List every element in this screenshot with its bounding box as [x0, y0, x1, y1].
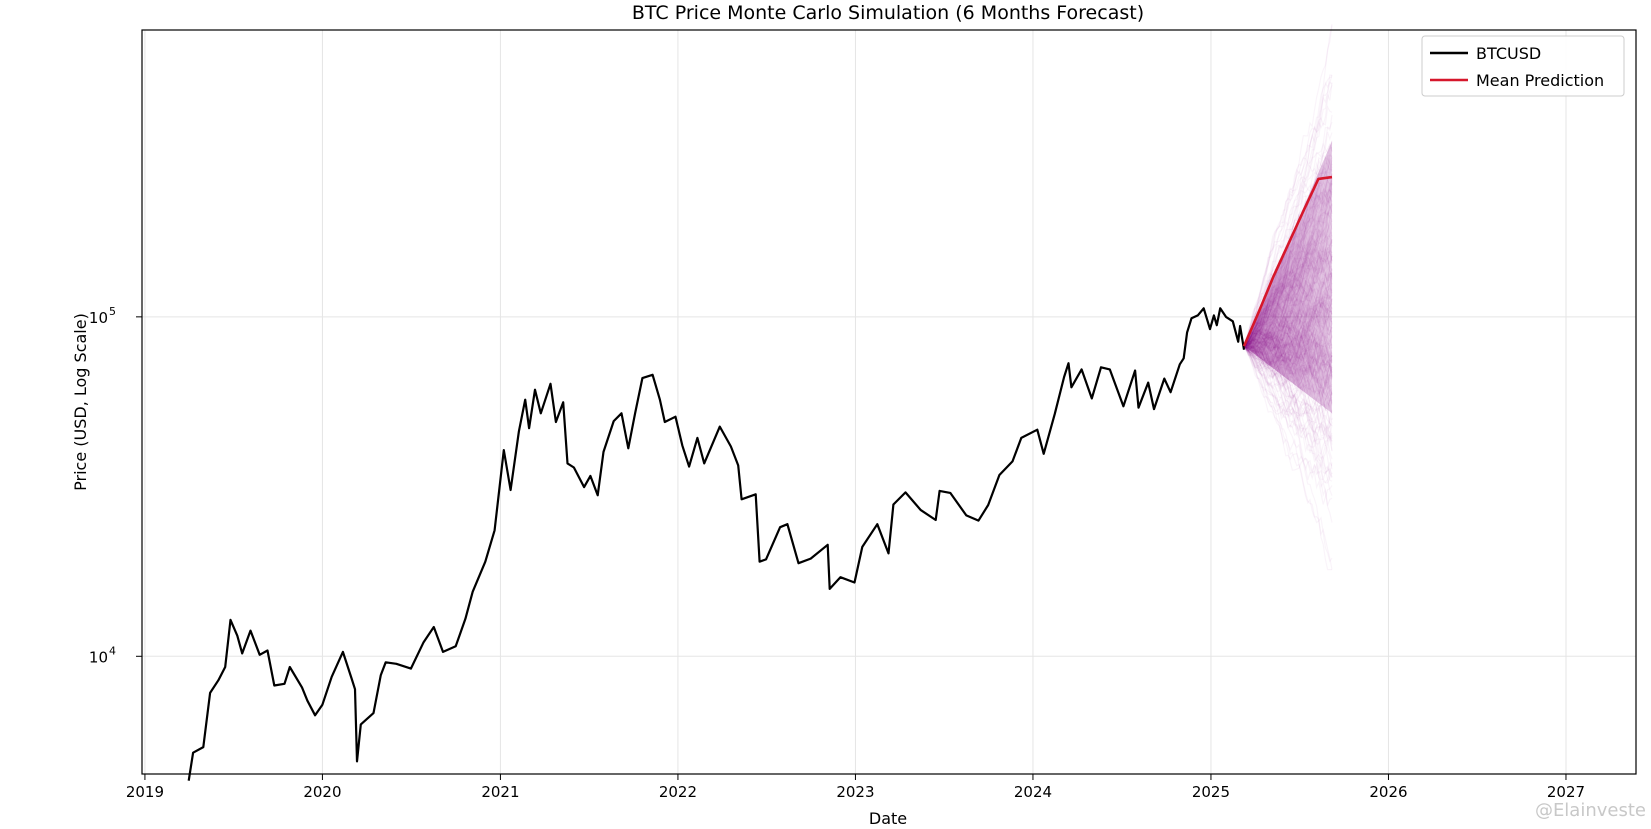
simulation-path — [1243, 345, 1333, 570]
simulation-path — [1243, 345, 1333, 523]
legend-box — [1421, 35, 1625, 97]
simulation-path — [1243, 345, 1333, 478]
simulation-path — [1243, 345, 1333, 435]
x-tick-label: 2019 — [126, 783, 164, 801]
simulation-path — [1243, 345, 1333, 444]
simulation-path — [1243, 345, 1333, 475]
x-tick-label: 2024 — [1014, 783, 1052, 801]
plot-frame — [141, 29, 1637, 775]
watermark: @Elainveste — [1535, 800, 1646, 821]
x-tick-label: 2021 — [481, 783, 519, 801]
x-tick-label: 2023 — [836, 783, 874, 801]
legend-label-btcusd: BTCUSD — [1476, 44, 1541, 63]
x-axis-ticks: 2019 2020 2021 2022 2023 2024 2025 2026 2027 — [126, 774, 1585, 801]
simulation-path — [1243, 345, 1333, 460]
x-tick-label: 2020 — [303, 783, 341, 801]
simulation-path — [1243, 76, 1333, 347]
simulation-path — [1243, 345, 1333, 480]
series-line-btcusd — [187, 307, 1246, 781]
simulation-path — [1243, 345, 1333, 482]
y-axis-label: Price (USD, Log Scale) — [71, 313, 90, 491]
simulation-path — [1243, 345, 1333, 506]
legend: BTCUSD Mean Prediction — [1421, 35, 1625, 97]
x-tick-label: 2025 — [1192, 783, 1230, 801]
simulation-path — [1243, 345, 1333, 442]
simulation-path — [1243, 345, 1333, 484]
simulation-path — [1243, 345, 1333, 505]
simulation-path — [1243, 82, 1333, 347]
series-lines — [187, 175, 1333, 781]
series-line-mean-prediction — [1242, 175, 1333, 347]
x-tick-label: 2027 — [1547, 783, 1585, 801]
legend-label-mean-prediction: Mean Prediction — [1476, 71, 1604, 90]
y-tick-exponent: 5 — [109, 305, 116, 318]
simulation-path — [1243, 74, 1333, 347]
simulation-path — [1243, 345, 1332, 571]
simulation-path — [1243, 81, 1333, 347]
chart-title: BTC Price Monte Carlo Simulation (6 Mont… — [632, 2, 1144, 24]
simulation-path — [1243, 345, 1333, 440]
simulation-path — [1243, 345, 1333, 563]
x-axis-label: Date — [869, 809, 907, 828]
simulation-path — [1243, 345, 1333, 470]
simulation-core-band — [1244, 140, 1332, 414]
simulation-path — [1243, 104, 1333, 347]
simulation-path — [1243, 344, 1333, 416]
simulation-path — [1243, 23, 1333, 347]
simulation-path — [1243, 345, 1333, 443]
y-tick-exponent: 4 — [109, 644, 116, 657]
gridlines — [142, 30, 1636, 774]
y-tick-label: 10 — [89, 309, 108, 327]
x-tick-label: 2026 — [1369, 783, 1407, 801]
simulation-paths — [1243, 23, 1333, 571]
y-tick-label: 10 — [89, 648, 108, 666]
x-tick-label: 2022 — [659, 783, 697, 801]
simulation-path — [1243, 345, 1333, 496]
simulation-path — [1243, 142, 1333, 347]
simulation-path — [1243, 345, 1333, 435]
